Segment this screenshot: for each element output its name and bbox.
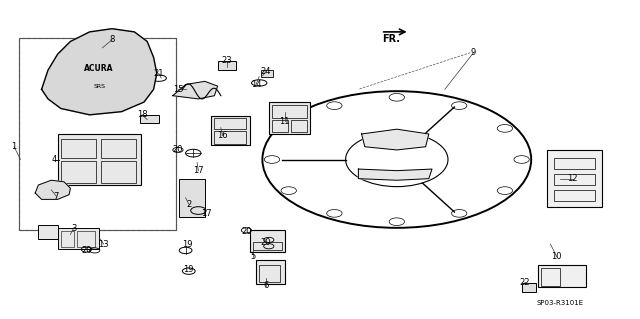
Text: 18: 18 — [137, 110, 147, 119]
Text: 21: 21 — [154, 69, 164, 78]
Bar — [61, 161, 96, 183]
Text: 23: 23 — [222, 56, 232, 65]
Polygon shape — [173, 81, 218, 99]
Bar — [272, 105, 307, 118]
Text: 6: 6 — [263, 281, 268, 290]
Bar — [259, 265, 280, 282]
Bar — [101, 161, 136, 183]
Text: 20: 20 — [81, 246, 92, 255]
Bar — [101, 139, 136, 158]
Text: 15: 15 — [173, 85, 183, 94]
Bar — [179, 179, 205, 217]
Bar — [554, 158, 595, 169]
Text: 13: 13 — [99, 240, 109, 249]
Text: 22: 22 — [520, 278, 530, 287]
Bar — [554, 174, 595, 185]
Text: FR.: FR. — [382, 34, 400, 44]
Text: 20: 20 — [241, 227, 252, 236]
Text: 9: 9 — [471, 48, 476, 57]
Polygon shape — [35, 180, 70, 199]
Bar — [214, 131, 246, 144]
Text: 20: 20 — [173, 145, 183, 154]
Polygon shape — [42, 29, 157, 115]
Bar — [253, 242, 282, 250]
Text: 11: 11 — [280, 117, 290, 126]
Text: 17: 17 — [193, 166, 204, 175]
Bar — [538, 265, 586, 287]
Polygon shape — [358, 169, 432, 180]
Text: 12: 12 — [568, 174, 578, 183]
Text: SP03-R3101E: SP03-R3101E — [536, 300, 584, 306]
Bar — [272, 120, 288, 132]
Bar — [522, 283, 536, 292]
Bar — [140, 115, 159, 123]
Text: ACURA: ACURA — [84, 64, 114, 73]
Bar — [61, 231, 74, 247]
Text: 10: 10 — [552, 252, 562, 261]
Bar — [214, 118, 246, 129]
Text: 7: 7 — [54, 192, 59, 201]
Text: 2: 2 — [186, 200, 191, 209]
Text: 16: 16 — [218, 131, 228, 140]
Text: 3: 3 — [71, 224, 76, 233]
Text: 19: 19 — [182, 240, 192, 249]
Bar — [554, 190, 595, 201]
Text: 20: 20 — [260, 238, 271, 247]
Text: 4: 4 — [52, 155, 57, 164]
Bar — [261, 70, 273, 77]
Bar — [77, 231, 95, 247]
Bar — [38, 225, 58, 239]
Text: 5: 5 — [250, 252, 255, 261]
Text: 8: 8 — [109, 35, 115, 44]
Text: 14: 14 — [251, 80, 261, 89]
Bar — [58, 228, 99, 249]
Text: 19: 19 — [184, 265, 194, 274]
Bar — [256, 260, 285, 284]
Bar — [218, 61, 236, 70]
Text: 17: 17 — [201, 209, 211, 218]
Text: 1: 1 — [12, 142, 17, 151]
Bar — [211, 116, 250, 145]
Bar — [19, 38, 176, 230]
Bar — [547, 150, 602, 207]
Bar — [61, 139, 96, 158]
Bar — [291, 120, 307, 132]
Bar — [541, 268, 560, 286]
Text: SRS: SRS — [93, 84, 105, 89]
Bar — [269, 102, 310, 134]
Polygon shape — [362, 129, 429, 150]
Text: 24: 24 — [260, 67, 271, 76]
Bar — [58, 134, 141, 185]
Bar — [19, 38, 176, 230]
Bar — [250, 230, 285, 252]
